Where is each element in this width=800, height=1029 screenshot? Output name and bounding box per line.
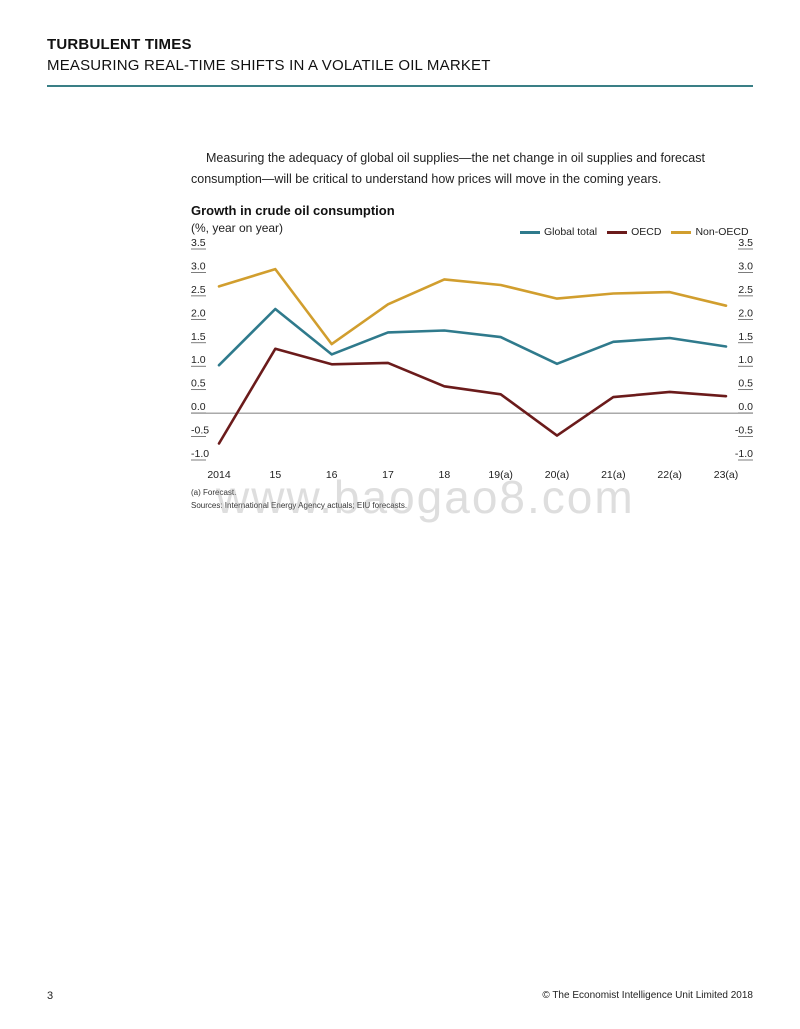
y-tick-right: -0.5 (735, 425, 753, 437)
chart-title: Growth in crude oil consumption (191, 203, 395, 218)
intro-text: Measuring the adequacy of global oil sup… (191, 151, 705, 186)
legend-swatch-oecd (607, 230, 628, 234)
y-tick-left: -0.5 (191, 425, 209, 437)
x-tick-label: 16 (326, 469, 338, 481)
x-tick-label: 23(a) (714, 469, 739, 481)
chart-legend: Global total OECD Non-OECD (510, 226, 749, 238)
chart-subtitle: (%, year on year) (191, 221, 284, 235)
x-tick-label: 22(a) (657, 469, 682, 481)
y-tick-left: -1.0 (191, 448, 209, 460)
legend-item-non-oecd: Non-OECD (671, 226, 749, 238)
x-tick-label: 17 (382, 469, 394, 481)
y-tick-left: 2.5 (191, 284, 206, 296)
series-line-global-total (217, 307, 728, 367)
y-tick-right: 2.0 (738, 307, 753, 319)
y-tick-right: -1.0 (735, 448, 753, 460)
legend-label-non-oecd: Non-OECD (695, 226, 749, 238)
y-tick-right: 3.5 (738, 237, 753, 249)
x-tick-label: 2014 (207, 469, 231, 481)
x-tick-label: 20(a) (545, 469, 570, 481)
y-tick-right: 0.5 (738, 378, 753, 390)
y-tick-left: 0.5 (191, 378, 206, 390)
legend-swatch-non-oecd (671, 230, 692, 234)
series-line-non-oecd (217, 267, 728, 346)
page-number: 3 (47, 990, 54, 1002)
y-tick-right: 2.5 (738, 284, 753, 296)
y-tick-left: 1.0 (191, 354, 206, 366)
y-tick-left: 0.0 (191, 401, 206, 413)
y-tick-right: 1.5 (738, 331, 753, 343)
report-title: TURBULENT TIMES (47, 36, 192, 53)
y-tick-left: 3.5 (191, 237, 206, 249)
x-tick-label: 18 (438, 469, 450, 481)
legend-item-global: Global total (520, 226, 597, 238)
copyright-notice: © The Economist Intelligence Unit Limite… (542, 990, 753, 1001)
watermark: www.baogao8.com (216, 471, 635, 523)
y-tick-left: 1.5 (191, 331, 206, 343)
intro-paragraph: Measuring the adequacy of global oil sup… (191, 148, 711, 190)
y-tick-right: 1.0 (738, 354, 753, 366)
header-divider (47, 85, 753, 87)
y-tick-left: 2.0 (191, 307, 206, 319)
legend-label-global: Global total (544, 226, 598, 238)
page-header: TURBULENT TIMES MEASURING REAL-TIME SHIF… (47, 36, 753, 75)
y-tick-right: 0.0 (738, 401, 753, 413)
legend-item-oecd: OECD (607, 226, 661, 238)
y-tick-left: 3.0 (191, 260, 206, 272)
report-subtitle: MEASURING REAL-TIME SHIFTS IN A VOLATILE… (47, 57, 491, 74)
x-tick-label: 19(a) (488, 469, 513, 481)
x-tick-label: 21(a) (601, 469, 626, 481)
y-tick-right: 3.0 (738, 260, 753, 272)
footnote-forecast: (a) Forecast. (191, 488, 237, 497)
series-line-oecd (217, 347, 728, 445)
legend-swatch-global (520, 230, 540, 234)
footnote-sources: Sources: International Energy Agency act… (191, 501, 408, 510)
x-tick-label: 15 (269, 469, 281, 481)
legend-label-oecd: OECD (631, 226, 662, 238)
